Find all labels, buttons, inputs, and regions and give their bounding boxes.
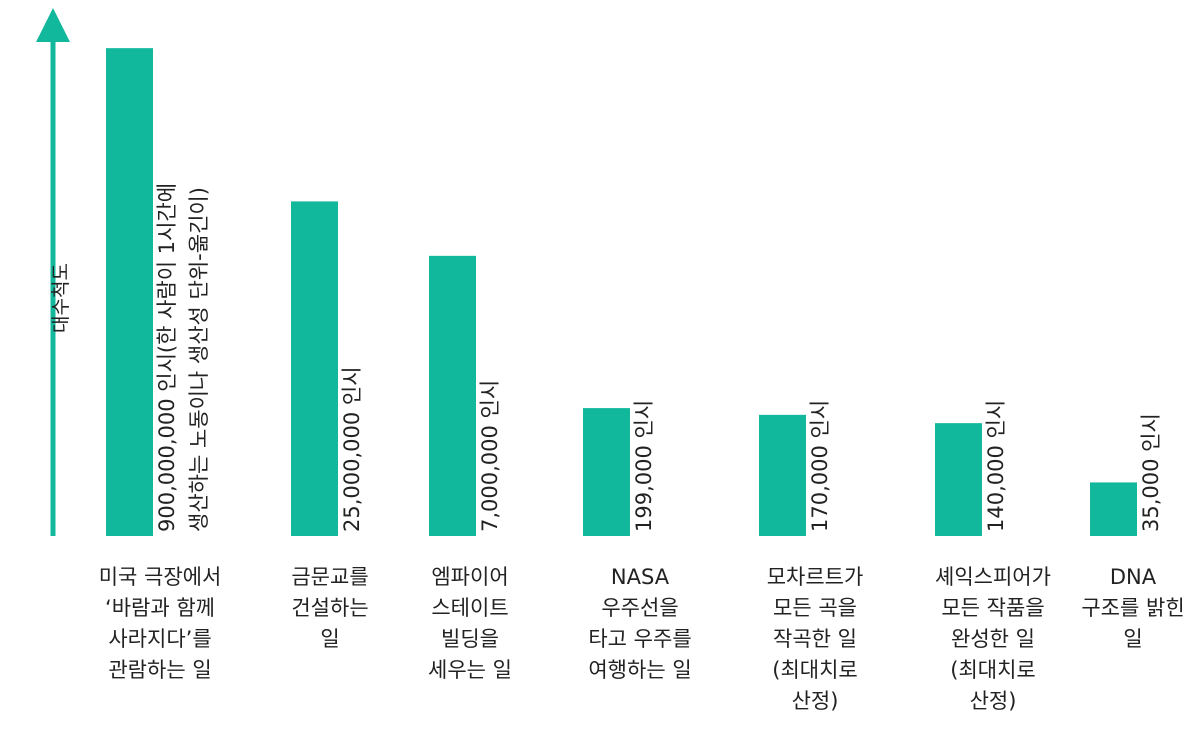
value-label: 7,000,000 인시 [478,380,502,532]
category-label-line: 사라지다’를 [108,627,212,651]
value-label: 25,000,000 인시 [340,366,364,532]
bar [429,255,476,537]
bar [106,48,153,537]
category-label-line: 건설하는 [291,596,369,620]
category-label-line: 빌딩을 [441,627,499,651]
value-label: 170,000 인시 [808,400,832,532]
y-axis-title: 대수척도 [50,263,72,333]
category-label-line: NASA [610,565,670,589]
value-label: 생산하는 노동이나 생산성 단위-옮긴이) [187,187,211,532]
bar [759,414,806,536]
category-label-line: 여행하는 일 [588,658,692,682]
value-label: 199,000 인시 [632,400,656,532]
category-label-line: 미국 극장에서 [98,565,222,589]
category-label-line: 모차르트가 [766,565,864,589]
bar [291,201,338,536]
category-label-line: 엠파이어 [431,565,509,589]
category-label-line: 관람하는 일 [108,658,212,682]
category-label-line: 셰익스피어가 [935,565,1051,589]
category-label-line: 완성한 일 [951,627,1035,651]
bar [583,408,630,536]
category-label-line: 우주선을 [601,596,679,620]
category-label-line: 모든 곡을 [773,596,857,620]
category-label-line: 산정) [791,689,839,713]
category-label-line: 산정) [969,689,1017,713]
category-label-line: ‘바람과 함께 [105,596,215,620]
category-label-line: (최대치로 [950,658,1036,682]
y-axis-arrow-icon [36,8,70,42]
category-label-line: 구조를 밝힌 [1081,596,1185,620]
category-label-line: 일 [1123,627,1143,651]
category-label-line: 타고 우주를 [588,627,692,651]
category-label-line: DNA [1109,565,1157,589]
bar [1090,482,1137,536]
category-label-line: 작곡한 일 [773,627,857,651]
category-label-line: 모든 작품을 [941,596,1045,620]
value-label: 900,000,000 인시(한 사람이 1시간에 [155,183,179,532]
category-label-line: 스테이트 [431,596,509,620]
bar [935,423,982,536]
value-label: 140,000 인시 [984,400,1008,532]
category-label-line: 일 [320,627,340,651]
value-label: 35,000 인시 [1139,413,1163,532]
category-label-line: (최대치로 [772,658,858,682]
category-label-line: 세우는 일 [428,658,512,682]
category-label-line: 금문교를 [291,565,369,589]
